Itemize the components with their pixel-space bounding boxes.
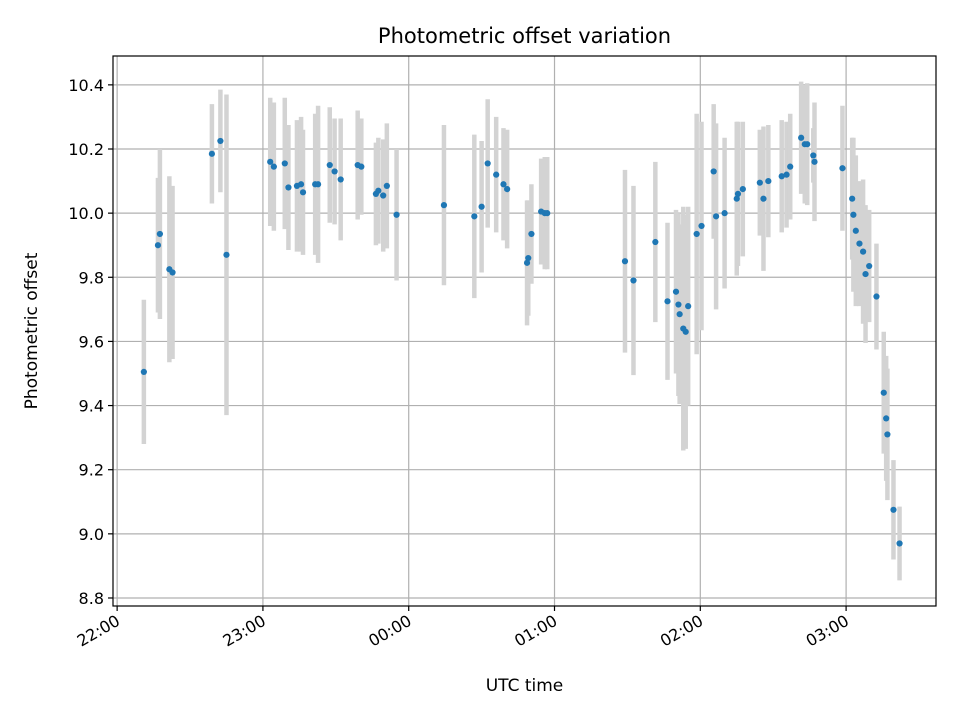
data-point xyxy=(440,202,448,209)
chart-title: Photometric offset variation xyxy=(378,24,671,48)
data-point xyxy=(860,248,867,255)
plot-frame xyxy=(112,55,937,607)
data-point xyxy=(664,298,671,305)
data-point xyxy=(523,259,531,266)
data-point xyxy=(630,277,637,284)
data-point xyxy=(140,368,147,375)
data-point xyxy=(721,210,728,217)
data-points xyxy=(140,134,903,547)
data-point xyxy=(383,182,390,189)
y-tick-label: 9.4 xyxy=(79,397,104,416)
data-point xyxy=(890,506,897,513)
y-axis-ticks: 8.8 9.0 9.2 9.4 9.6 9.8 10.0 10.2 10.4 xyxy=(68,76,113,608)
data-point xyxy=(375,187,382,194)
data-point xyxy=(676,311,683,318)
data-point xyxy=(267,158,274,165)
data-point xyxy=(866,262,873,270)
y-tick-label: 10.2 xyxy=(68,140,104,159)
data-point xyxy=(698,222,705,230)
data-point xyxy=(156,230,163,238)
y-axis-label: Photometric offset xyxy=(22,252,42,409)
data-point xyxy=(804,141,811,148)
data-point xyxy=(682,328,689,335)
data-point xyxy=(693,230,700,238)
data-point xyxy=(297,181,305,188)
data-point xyxy=(873,293,880,300)
data-point xyxy=(217,137,224,145)
data-point xyxy=(798,134,805,141)
data-point xyxy=(393,211,400,218)
y-tick-label: 9.6 xyxy=(79,332,104,351)
data-point xyxy=(285,184,292,191)
data-point xyxy=(733,195,740,202)
data-point xyxy=(358,163,365,170)
data-point xyxy=(765,177,772,185)
data-point xyxy=(380,192,387,199)
data-point xyxy=(281,160,288,167)
data-point xyxy=(154,242,162,249)
data-point xyxy=(500,181,507,188)
y-tick-label: 9.0 xyxy=(79,525,104,544)
data-point xyxy=(880,389,887,396)
data-point xyxy=(852,227,859,234)
data-point xyxy=(299,189,307,196)
data-point xyxy=(337,176,344,183)
data-point xyxy=(787,163,794,170)
y-tick-label: 10.0 xyxy=(68,204,104,223)
data-point xyxy=(484,160,491,167)
data-point xyxy=(223,251,230,258)
data-point xyxy=(756,179,763,186)
data-point xyxy=(883,415,890,422)
data-point xyxy=(493,171,500,178)
data-point xyxy=(478,203,485,210)
data-point xyxy=(621,258,629,265)
data-point xyxy=(525,254,532,262)
data-point xyxy=(856,240,863,247)
data-point xyxy=(839,165,846,172)
data-point xyxy=(504,185,511,193)
data-point xyxy=(528,230,535,238)
data-point xyxy=(778,173,785,180)
y-tick-label: 10.4 xyxy=(68,76,104,95)
data-point xyxy=(884,431,891,438)
data-point xyxy=(862,270,869,278)
data-point xyxy=(712,213,720,220)
data-point xyxy=(270,163,277,170)
data-point xyxy=(849,195,856,202)
data-point xyxy=(652,238,659,246)
x-axis-label: UTC time xyxy=(486,676,564,696)
data-point xyxy=(544,210,551,217)
data-point xyxy=(208,150,215,157)
data-point xyxy=(896,540,903,547)
data-point xyxy=(811,158,818,165)
data-point xyxy=(710,168,717,175)
data-point xyxy=(471,213,478,220)
data-point xyxy=(739,185,746,193)
grid-lines xyxy=(113,56,936,606)
data-point xyxy=(734,190,742,198)
data-point xyxy=(685,303,692,310)
y-tick-label: 9.2 xyxy=(79,461,104,480)
data-point xyxy=(850,211,857,218)
data-point xyxy=(331,168,338,175)
y-tick-label: 8.8 xyxy=(79,589,104,608)
data-point xyxy=(672,288,680,295)
data-point xyxy=(169,269,176,276)
data-point xyxy=(810,152,817,159)
data-point xyxy=(783,171,790,178)
y-tick-label: 9.8 xyxy=(79,268,104,287)
data-point xyxy=(326,161,333,169)
data-point xyxy=(675,301,682,308)
data-point xyxy=(314,181,322,188)
data-point xyxy=(760,195,767,202)
